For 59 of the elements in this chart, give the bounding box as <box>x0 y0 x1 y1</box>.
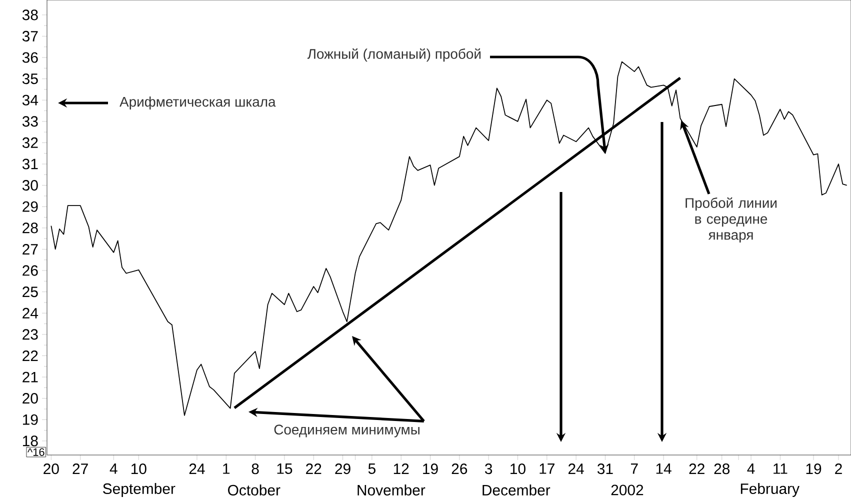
y-tick-label: 27 <box>22 244 38 254</box>
text: 2002 <box>611 484 644 496</box>
y-tick-label: 19 <box>23 414 38 425</box>
x-tick-label: 4 <box>747 464 755 474</box>
y-tick-label: 26 <box>22 265 38 276</box>
text: February <box>740 483 800 497</box>
y-tick-label: 21 <box>22 372 38 382</box>
annotation: Арифметическая шкала <box>120 96 276 110</box>
x-tick-label: 2 <box>835 464 842 474</box>
text: September <box>103 483 176 497</box>
x-tick-label: 4 <box>110 464 118 474</box>
x-tick-label: 19 <box>423 464 438 474</box>
y-tick-label: 30 <box>22 180 38 191</box>
x-tick-label: 10 <box>510 464 526 474</box>
x-tick-label: 14 <box>656 464 672 474</box>
y-tick-label: 28 <box>22 222 38 234</box>
x-tick-label: 12 <box>394 464 409 474</box>
y-tick-label: 23 <box>22 329 38 340</box>
x-tick-label: 7 <box>630 464 638 474</box>
x-tick-label: 22 <box>306 464 322 474</box>
y-tick-label: 24 <box>22 308 38 318</box>
y-tick-label: 31 <box>22 158 38 170</box>
x-tick-label: 31 <box>597 464 613 474</box>
x-tick-label: 29 <box>335 464 350 474</box>
x-tick-label: 24 <box>568 464 584 474</box>
annotation: Пробой линии в середине января <box>686 197 777 243</box>
y-tick-label: 34 <box>22 94 38 106</box>
x-tick-label: 17 <box>540 464 554 474</box>
y-tick-label: 37 <box>22 30 38 42</box>
x-tick-label: 11 <box>774 464 788 474</box>
x-tick-label: 27 <box>72 464 88 474</box>
text: December <box>482 484 550 496</box>
x-tick-label: 1 <box>223 464 230 474</box>
x-tick-label: 10 <box>131 464 146 474</box>
x-tick-label: 24 <box>189 464 205 474</box>
text: November <box>358 484 426 496</box>
annotation: Соединяем минимумы <box>274 424 420 438</box>
x-tick-label: 3 <box>484 464 492 474</box>
y-tick-label: 35 <box>22 74 38 84</box>
x-tick-label: 15 <box>277 464 292 474</box>
x-tick-label: 28 <box>714 464 730 474</box>
y-tick-label: 32 <box>22 137 38 148</box>
x-tick-label: 20 <box>44 464 59 474</box>
x-tick-label: 5 <box>368 464 376 474</box>
x-tick-label: 19 <box>806 464 822 474</box>
y-tick-label: 25 <box>22 286 38 298</box>
y-tick-label: 18 <box>23 436 38 446</box>
y-tick-label: 29 <box>22 201 38 212</box>
y-tick-label: 33 <box>22 116 38 127</box>
x-tick-label: 26 <box>452 464 468 474</box>
y-tick-label: 36 <box>22 52 38 63</box>
y-tick-label: 20 <box>22 393 38 404</box>
annotation: Ложный (ломаный) пробой <box>307 48 481 62</box>
text: October <box>228 484 280 496</box>
y-tick-label: 22 <box>22 350 38 361</box>
x-tick-label: 8 <box>252 464 259 474</box>
text: ^16 <box>28 448 44 456</box>
x-tick-label: 22 <box>689 464 704 474</box>
y-tick-label: 38 <box>22 10 38 20</box>
